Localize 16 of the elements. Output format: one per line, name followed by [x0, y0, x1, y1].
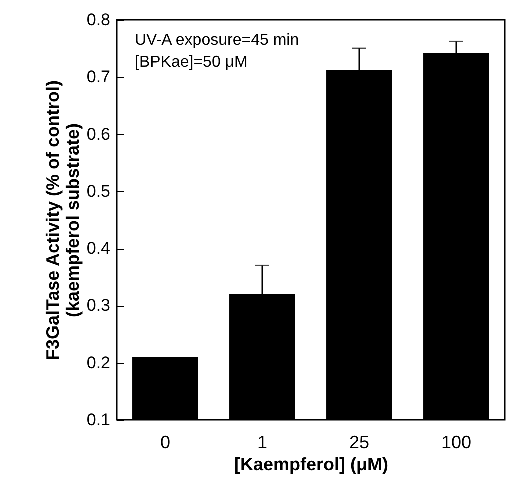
- y-tick-label: 0.4: [86, 239, 110, 258]
- annotation: [BPKae]=50 μM: [135, 54, 248, 71]
- y-tick-label: 0.1: [86, 410, 110, 430]
- y-tick-label: 0.2: [86, 353, 110, 372]
- y-tick-label: 0.6: [86, 124, 110, 144]
- x-tick-label: 0: [160, 432, 171, 452]
- x-tick-label: 100: [441, 432, 472, 452]
- y-tick-label: 0.8: [86, 10, 110, 30]
- annotation: UV-A exposure=45 min: [135, 32, 300, 49]
- y-tick-label: 0.5: [86, 182, 110, 201]
- x-axis-title: [Kaempferol] (μM): [234, 454, 389, 474]
- y-tick-label: 0.3: [86, 296, 110, 316]
- y-tick-label: 0.7: [86, 68, 110, 87]
- x-tick-label: 25: [349, 432, 370, 452]
- x-tick-label: 1: [257, 432, 268, 452]
- y-axis-title: F3GalTase Activity (% of control) (kaempferol substrate): [42, 80, 83, 361]
